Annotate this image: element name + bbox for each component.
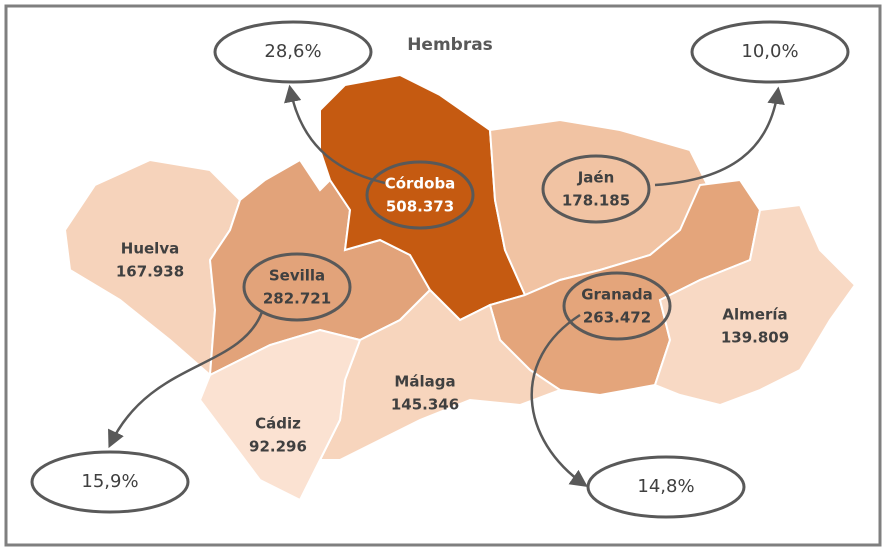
callout-text: 10,0% (741, 41, 798, 62)
region-value: 145.346 (391, 396, 459, 414)
region-value: 92.296 (249, 438, 307, 456)
region-value: 282.721 (263, 290, 331, 308)
province (198, 328, 362, 502)
region-circle (541, 154, 651, 224)
region-name: Córdoba (385, 175, 456, 193)
region-name: Jaén (577, 169, 615, 187)
region-value: 139.809 (721, 329, 789, 347)
callout-bubble (213, 20, 373, 84)
map-title: Hembras (407, 35, 493, 55)
region-name: Almería (722, 306, 787, 324)
region-value: 263.472 (583, 309, 651, 327)
region-name: Granada (581, 286, 653, 304)
region-name: Sevilla (269, 267, 325, 285)
region-value: 178.185 (562, 192, 630, 210)
callout-text: 14,8% (637, 476, 694, 497)
arrow (108, 311, 264, 449)
callout-bubble (586, 455, 746, 519)
callout-text: 28,6% (264, 41, 321, 62)
callout-text: 15,9% (81, 471, 138, 492)
region-circle (562, 271, 672, 341)
arrow (284, 84, 386, 185)
region-value: 167.938 (116, 263, 184, 281)
region-name: Cádiz (255, 415, 301, 433)
region-name: Huelva (121, 240, 179, 258)
region-circle (242, 252, 352, 322)
callout-bubble (30, 450, 190, 514)
arrow (530, 313, 588, 487)
callout-bubble (690, 20, 850, 84)
region-name: Málaga (394, 373, 455, 391)
arrow (654, 86, 785, 187)
region-value: 508.373 (386, 198, 454, 216)
region-circle (365, 160, 475, 230)
province (653, 203, 857, 407)
